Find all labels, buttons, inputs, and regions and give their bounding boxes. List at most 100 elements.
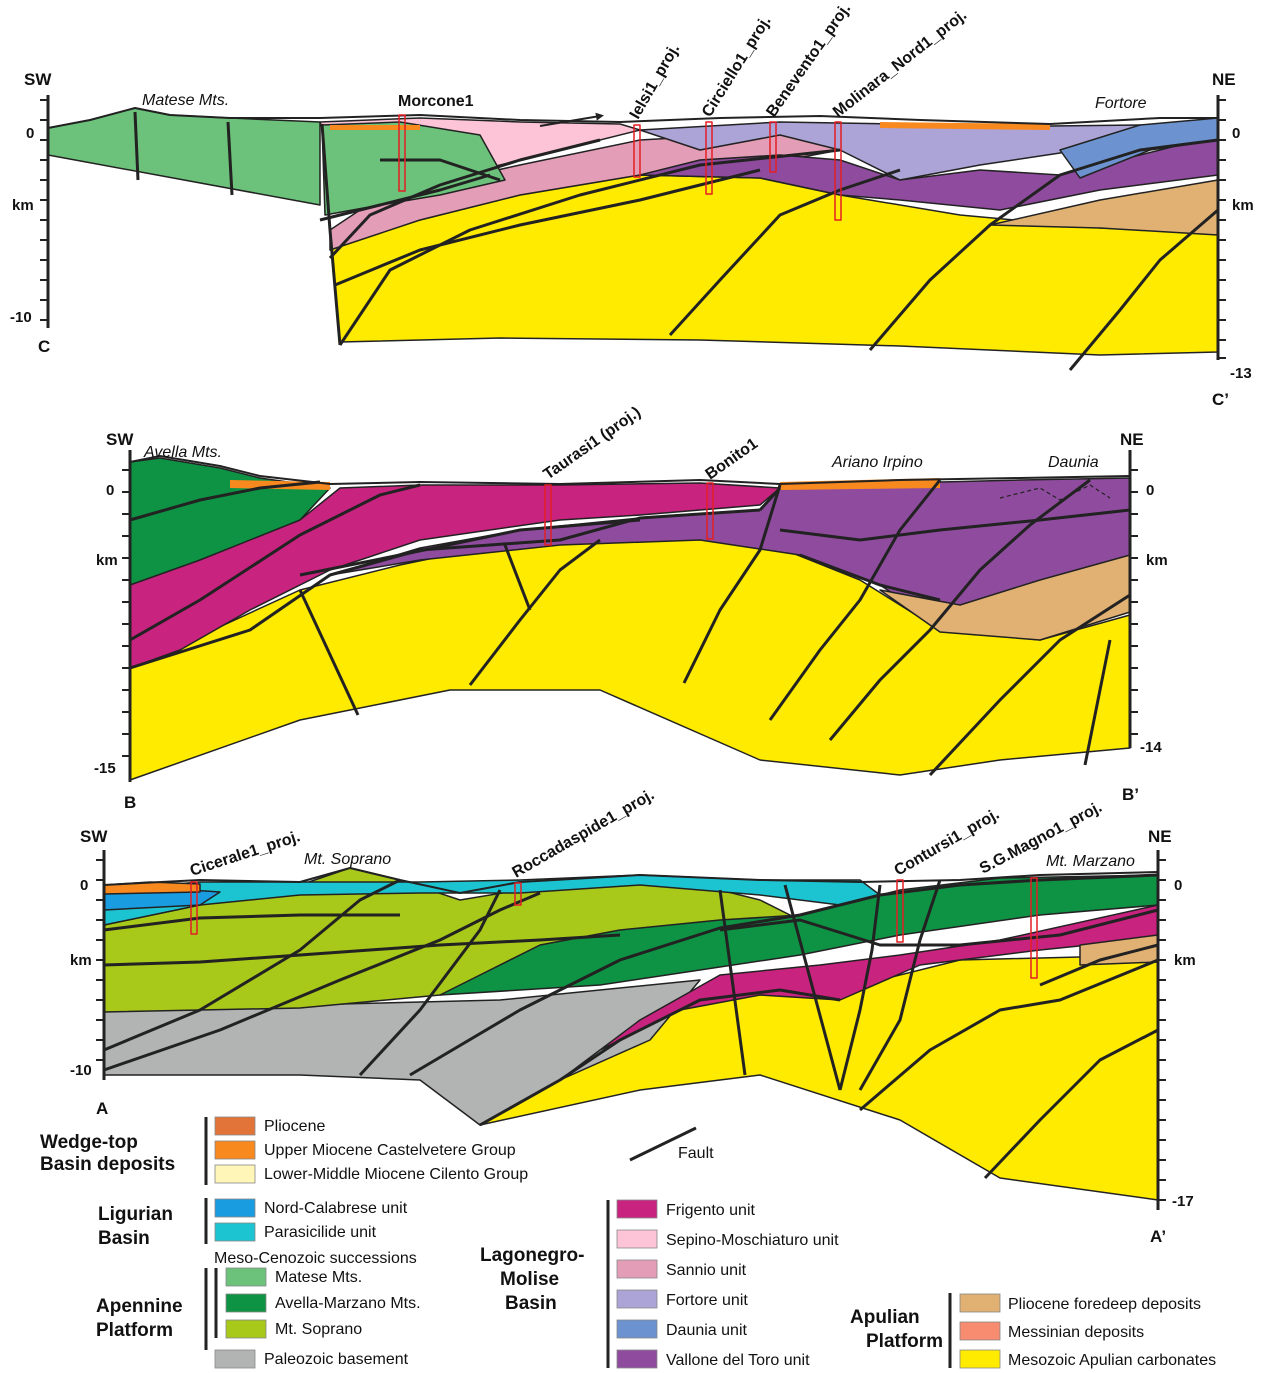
legend-swatch-pliocene <box>214 1116 256 1136</box>
bb-well-bonito <box>706 482 714 540</box>
cc-left-dir: SW <box>24 70 52 89</box>
legend-item-cilento: Lower-Middle Miocene Cilento Group <box>264 1166 528 1183</box>
cc-place-fortore: Fortore <box>1095 95 1147 112</box>
bb-right-ticks <box>1130 469 1138 735</box>
cc-matese-left <box>47 107 321 206</box>
legend-item-matese: Matese Mts. <box>275 1269 362 1286</box>
legend-apennine-title-1: Apennine <box>96 1296 183 1317</box>
aa-topography <box>103 867 1159 894</box>
aa-well-label-cicerale: Cicerale1_proj. <box>188 828 302 880</box>
bb-thrust-7 <box>799 553 941 602</box>
legend-wedge-title-2: Basin deposits <box>40 1154 175 1175</box>
legend-item-sepino: Sepino-Moschiaturo unit <box>666 1232 839 1249</box>
legend-apulian-title-2: Platform <box>866 1331 943 1352</box>
bb-fault-6 <box>828 478 1091 741</box>
bb-thrust-1 <box>129 480 321 522</box>
legend-apennine-subtitle: Meso-Cenozoic successions <box>214 1250 417 1267</box>
aa-left-end: A <box>96 1099 108 1118</box>
legend-lagonegro-title-1: Lagonegro- <box>480 1245 585 1266</box>
legend-fault-line <box>629 1126 697 1162</box>
bb-left-end: B <box>124 793 136 812</box>
legend-swatch-fortore <box>616 1289 658 1309</box>
legend-swatch-soprano <box>225 1319 267 1339</box>
legend-item-vallone: Vallone del Toro unit <box>666 1352 810 1369</box>
cc-castelvetere-2 <box>880 122 1050 130</box>
bb-topography <box>129 455 1131 485</box>
legend-swatch-parasicilide <box>214 1222 256 1242</box>
cc-well-label-circiello1: Circiello1_proj. <box>699 13 775 120</box>
bb-well-label-taurasi: Taurasi1 (proj.) <box>541 404 644 484</box>
legend-item-sannio: Sannio unit <box>666 1262 747 1279</box>
cc-left-end: C <box>38 337 50 356</box>
legend-item-pliocene: Pliocene <box>264 1118 325 1135</box>
legend-swatch-frigento <box>616 1199 658 1219</box>
aa-normal-1 <box>718 889 747 1076</box>
cc-well-morcone1 <box>398 114 406 192</box>
bb-place-ariano: Ariano Irpino <box>831 454 923 471</box>
aa-normal-4 <box>858 879 942 1091</box>
aa-place-marzano: Mt. Marzano <box>1046 853 1135 870</box>
aa-thrust-3 <box>103 891 541 1072</box>
bb-fault-5 <box>768 479 942 721</box>
bb-well-taurasi <box>544 484 552 546</box>
legend-swatch-matese <box>225 1267 267 1287</box>
cc-tick-bot-left: -10 <box>10 309 32 326</box>
aa-tick-0-right: 0 <box>1174 877 1182 894</box>
legend-ligurian-title-2: Basin <box>98 1228 150 1249</box>
legend-ligurian-title-1: Ligurian <box>98 1204 173 1225</box>
aa-thrust-6 <box>409 913 801 1077</box>
legend-swatch-sannio <box>616 1259 658 1279</box>
cc-fault-4 <box>668 168 901 337</box>
legend-wedge-title-1: Wedge-top <box>40 1132 138 1153</box>
legend-item-nord-calabrese: Nord-Calabrese unit <box>264 1200 408 1217</box>
bb-thrust-4 <box>299 518 641 577</box>
bb-normal-2 <box>503 544 532 611</box>
cc-well-ielsi1 <box>633 124 641 178</box>
cc-tick-0-left: 0 <box>26 125 34 142</box>
bb-left-dir: SW <box>106 430 134 449</box>
legend-lagonegro-title-3: Basin <box>505 1293 557 1314</box>
legend-swatch-cilento <box>214 1164 256 1184</box>
cc-fault-1 <box>320 123 342 346</box>
bb-tick-0-left: 0 <box>106 482 114 499</box>
bb-thrust-6 <box>779 508 1131 542</box>
legend-item-apulian: Mesozoic Apulian carbonates <box>1008 1352 1216 1369</box>
legend-item-foredeep: Pliocene foredeep deposits <box>1008 1296 1201 1313</box>
legend-swatch-messinian <box>959 1321 1001 1341</box>
legend-item-paleozoic: Paleozoic basement <box>264 1351 409 1368</box>
cc-place-matese: Matese Mts. <box>142 92 229 109</box>
bb-tick-km-right: km <box>1146 552 1168 569</box>
cc-right-dir: NE <box>1212 70 1236 89</box>
bb-left-ticks <box>122 469 130 757</box>
cc-normal-fault-2 <box>226 121 234 196</box>
aa-normal-2 <box>783 884 842 1091</box>
legend-swatch-castelvetere <box>214 1140 256 1160</box>
aa-tick-0-left: 0 <box>80 877 88 894</box>
bb-fault-4 <box>682 484 782 684</box>
cc-tick-0-right: 0 <box>1232 125 1240 142</box>
cc-surface-thrust <box>539 112 604 127</box>
legend-swatch-sepino <box>616 1229 658 1249</box>
aa-well-label-roccadaspide: Roccadaspide1_proj. <box>510 786 658 881</box>
legend-item-messinian: Messinian deposits <box>1008 1324 1144 1341</box>
cc-fault-3 <box>334 168 761 287</box>
legend-swatch-paleozoic <box>214 1349 256 1369</box>
aa-left-dir: SW <box>80 827 108 846</box>
bb-frigento-unit <box>129 482 781 669</box>
cc-tick-km-left: km <box>12 197 34 214</box>
aa-normal-3 <box>838 884 882 1091</box>
legend-swatch-vallone <box>616 1349 658 1369</box>
aa-tick-bot-right: -17 <box>1172 1193 1194 1210</box>
aa-well-cicerale <box>190 881 198 935</box>
bb-right-end: B’ <box>1122 785 1139 804</box>
bb-place-daunia: Daunia <box>1048 454 1099 471</box>
bb-normal-1 <box>298 589 360 716</box>
cc-well-circiello1 <box>705 121 713 195</box>
cc-fault-2 <box>338 148 841 346</box>
cc-normal-fault-1 <box>133 111 140 181</box>
cc-well-label-morcone1: Morcone1 <box>398 93 474 110</box>
aa-tick-bot-left: -10 <box>70 1062 92 1079</box>
aa-tick-km-left: km <box>70 952 92 969</box>
cc-well-label-ielsi1: Ielsi1_proj. <box>627 41 684 122</box>
